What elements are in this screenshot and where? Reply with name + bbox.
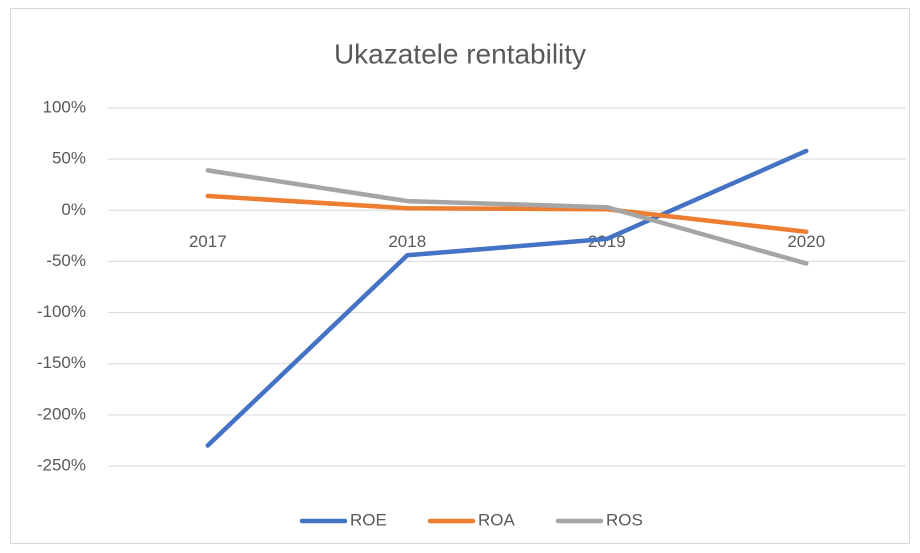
y-tick-label: -50% <box>46 251 86 270</box>
chart-title: Ukazatele rentability <box>334 38 586 69</box>
x-tick-label: 2017 <box>189 232 227 251</box>
series-line <box>205 168 809 266</box>
y-tick-label: -100% <box>37 302 86 321</box>
legend-label: ROS <box>606 510 643 529</box>
series-line <box>205 148 809 448</box>
chart-border <box>10 8 910 544</box>
legend-label: ROE <box>350 510 387 529</box>
y-tick-label: 0% <box>61 200 86 219</box>
x-tick-label: 2020 <box>787 232 825 251</box>
y-tick-label: -150% <box>37 353 86 372</box>
y-tick-label: -250% <box>37 455 86 474</box>
legend-label: ROA <box>478 510 516 529</box>
y-tick-label: -200% <box>37 404 86 423</box>
y-tick-label: 100% <box>43 97 86 116</box>
series-line <box>205 193 809 235</box>
y-tick-label: 50% <box>52 149 86 168</box>
x-tick-label: 2018 <box>388 232 426 251</box>
